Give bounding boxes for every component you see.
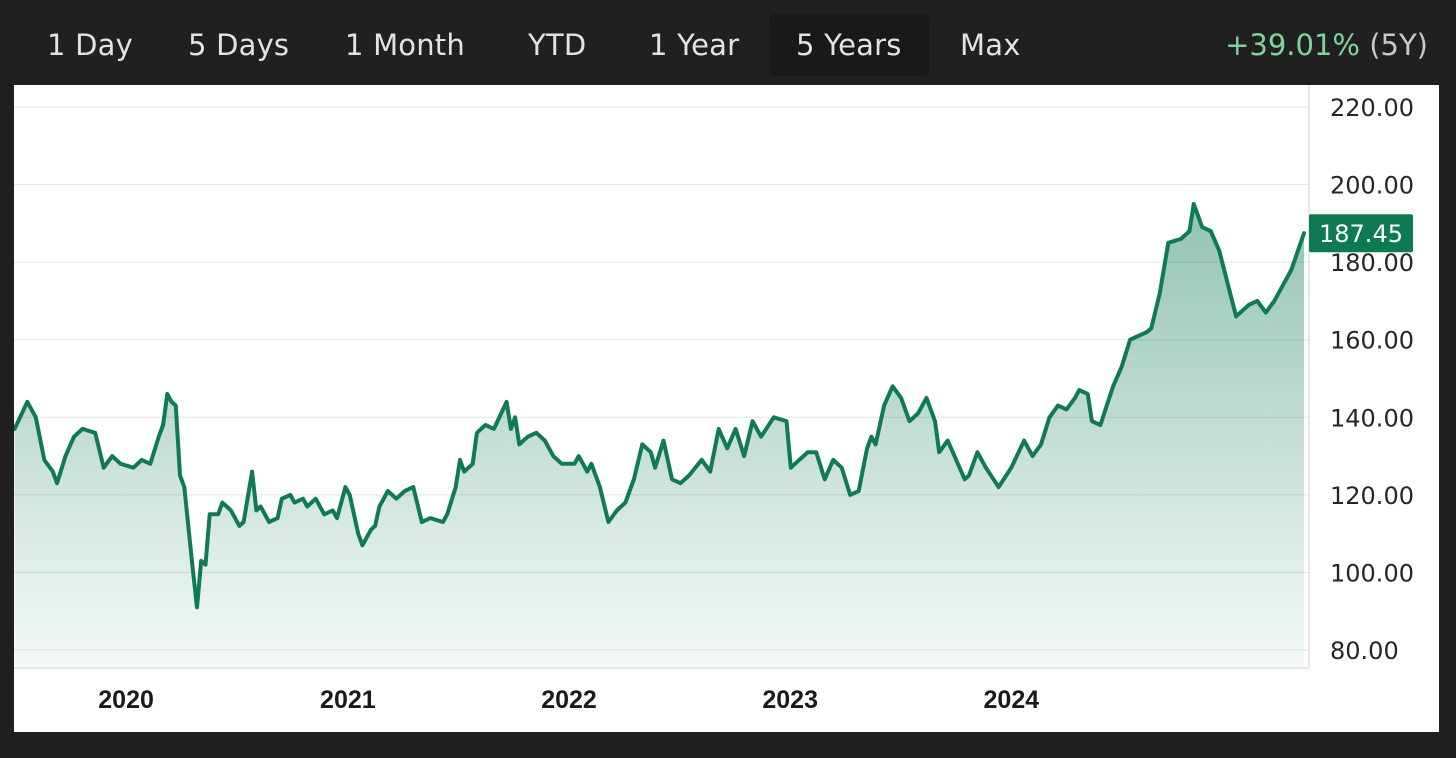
y-tick-label: 180.00 [1330, 249, 1414, 277]
current-price-badge: 187.45 [1309, 214, 1413, 253]
y-tick-label: 200.00 [1330, 172, 1414, 200]
x-tick-label: 2024 [984, 686, 1040, 714]
x-tick-label: 2020 [98, 686, 154, 714]
x-tick-label: 2022 [541, 686, 597, 714]
y-tick-label: 220.00 [1330, 94, 1414, 122]
performance-change: +39.01% (5Y) [1225, 14, 1428, 76]
price-chart[interactable]: 220.00 200.00 180.00 160.00 140.00 120.00 100.… [14, 85, 1439, 732]
y-tick-label: 140.00 [1330, 404, 1414, 432]
y-tick-label: 100.00 [1330, 559, 1414, 587]
price-line [14, 202, 1306, 610]
chart-panel: 220.00 200.00 180.00 160.00 140.00 120.00 100.… [14, 85, 1439, 732]
range-toolbar: 1 Day 5 Days 1 Month YTD 1 Year 5 Years … [0, 0, 1456, 85]
change-period: (5Y) [1369, 28, 1428, 62]
x-tick-label: 2021 [320, 686, 376, 714]
x-tick-label: 2023 [762, 686, 818, 714]
price-area [14, 204, 1305, 668]
tab-1-year[interactable]: 1 Year [649, 28, 740, 62]
current-price-badge-bg [1309, 214, 1413, 253]
change-percent: +39.01% [1225, 28, 1360, 62]
y-axis: 220.00 200.00 180.00 160.00 140.00 120.00 100.… [1330, 94, 1414, 665]
tab-ytd[interactable]: YTD [528, 28, 587, 62]
tab-5-days[interactable]: 5 Days [188, 28, 290, 62]
current-price-label: 187.45 [1319, 220, 1403, 248]
y-tick-label: 120.00 [1330, 482, 1414, 510]
tab-max[interactable]: Max [960, 28, 1021, 62]
tab-1-month[interactable]: 1 Month [345, 28, 465, 62]
x-axis: 2020 2021 2022 2023 2024 [98, 686, 1039, 714]
tab-1-day[interactable]: 1 Day [47, 28, 133, 62]
y-tick-label: 160.00 [1330, 327, 1414, 355]
tab-5-years[interactable]: 5 Years [769, 14, 929, 76]
y-tick-label: 80.00 [1330, 637, 1399, 665]
